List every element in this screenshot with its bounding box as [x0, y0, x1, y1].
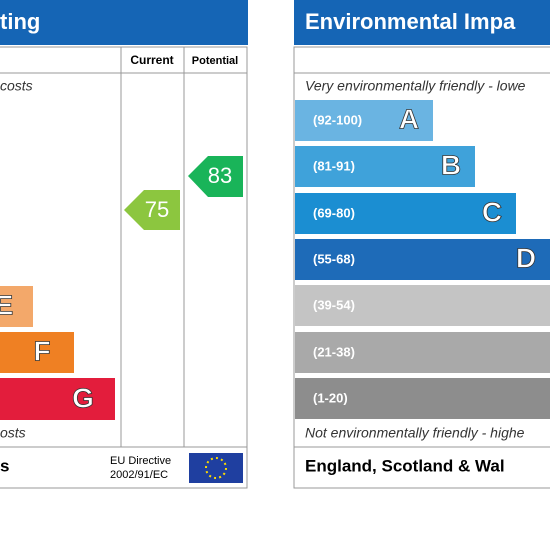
band-letter: C — [482, 196, 502, 227]
header-bar — [294, 0, 550, 45]
band-range: (21-38) — [313, 344, 355, 359]
band-letter: A — [399, 103, 419, 134]
directive: EU Directive — [110, 455, 171, 467]
note: Not environmentally friendly - highe — [305, 425, 525, 441]
note: costs — [0, 78, 33, 94]
band-range: (39-54) — [313, 297, 355, 312]
current-rating: 75 — [145, 197, 169, 222]
band-range: (1-20) — [313, 390, 348, 405]
band-bar — [295, 146, 475, 187]
band-letter: B — [441, 149, 461, 180]
band-bar — [295, 100, 433, 141]
band-bar — [295, 332, 550, 373]
current-arrow — [124, 190, 180, 230]
band-range: (81-91) — [313, 158, 355, 173]
band-bar — [0, 286, 33, 327]
band-bar — [295, 193, 516, 234]
band-bar — [295, 378, 550, 419]
band-bar — [295, 239, 550, 280]
title: ting — [0, 9, 40, 34]
column-header: Current — [130, 53, 173, 67]
band-letter: D — [516, 242, 536, 273]
footer-text: s — [0, 456, 9, 475]
title: Environmental Impa — [305, 9, 516, 34]
column-header: Potential — [192, 55, 238, 67]
band-letter: E — [0, 289, 13, 320]
directive: 2002/91/EC — [110, 469, 168, 481]
potential-rating: 83 — [208, 163, 232, 188]
frame — [0, 46, 248, 489]
note: Very environmentally friendly - lowe — [305, 78, 526, 94]
note: osts — [0, 425, 26, 441]
eu-stars — [205, 457, 227, 479]
band-bar — [0, 332, 74, 373]
band-bar — [0, 378, 115, 420]
header-bar — [0, 0, 248, 45]
band-range: (55-68) — [313, 251, 355, 266]
band-range: (69-80) — [313, 205, 355, 220]
footer-text: England, Scotland & Wal — [305, 456, 505, 475]
band-range: (92-100) — [313, 112, 362, 127]
band-letter: G — [72, 382, 94, 413]
band-letter: F — [33, 335, 50, 366]
band-bar — [295, 285, 550, 326]
frame — [293, 46, 550, 489]
potential-arrow — [188, 156, 243, 197]
